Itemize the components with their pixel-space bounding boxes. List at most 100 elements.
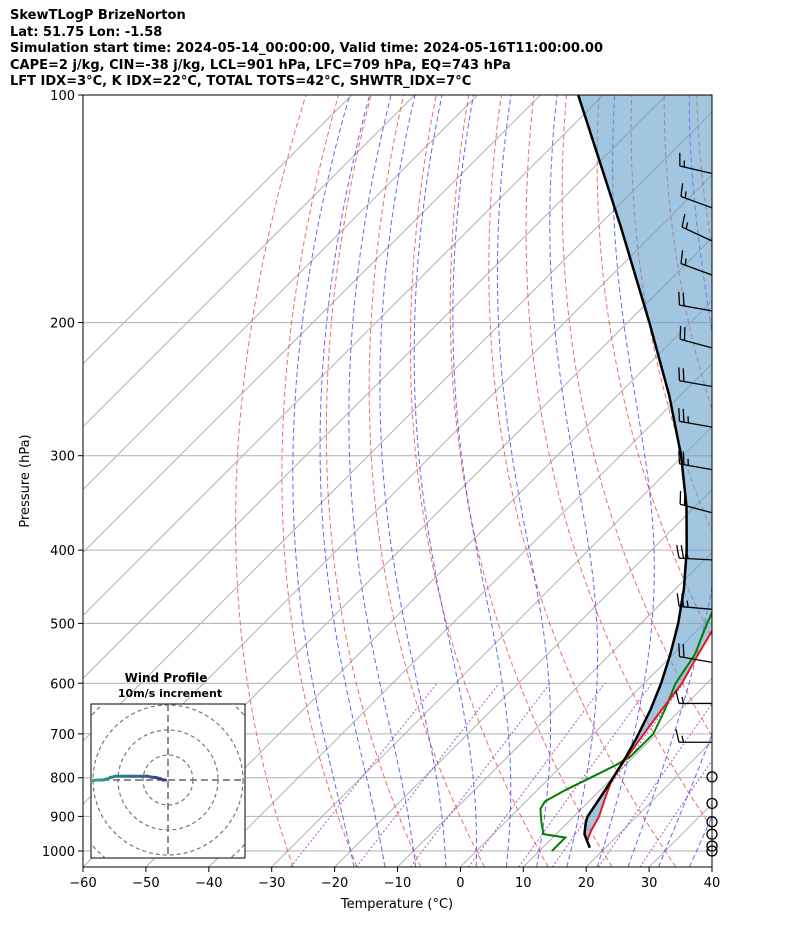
wind-barb (678, 367, 713, 388)
x-axis-label: Temperature (°C) (340, 897, 453, 912)
moist-adiabat (596, 95, 655, 867)
wind-barb (675, 729, 712, 743)
moist-adiabat (658, 733, 712, 867)
mixing-ratio-line (290, 682, 438, 867)
hodograph-subtitle: 10m/s increment (118, 687, 222, 700)
y-tick-label: 600 (50, 677, 75, 692)
y-tick-label: 300 (50, 450, 75, 465)
wind-barb (706, 816, 718, 828)
x-tick-label: −40 (195, 876, 222, 891)
x-tick-label: −30 (258, 876, 285, 891)
moist-adiabat (413, 95, 477, 867)
title-station: SkewTLogP BrizeNorton (10, 8, 186, 23)
isotherm-line (334, 488, 712, 867)
isotherm-line (83, 95, 604, 617)
wind-barb (680, 183, 713, 209)
dry-adiabat (235, 95, 307, 867)
dry-adiabat (488, 95, 677, 867)
x-tick-label: 20 (578, 876, 595, 891)
isotherm-line (83, 95, 478, 491)
dry-adiabat (762, 95, 794, 867)
y-tick-label: 500 (50, 617, 75, 632)
title-times: Simulation start time: 2024-05-14_00:00:… (10, 41, 603, 56)
hodograph-trace (76, 775, 81, 778)
wind-barb (678, 450, 713, 471)
hodograph-trace (48, 763, 51, 766)
isotherm-line (83, 95, 667, 680)
mixing-ratio-line (639, 759, 712, 867)
isotherm-line (271, 425, 712, 867)
x-tick-label: 10 (515, 876, 532, 891)
mixing-ratio-line (468, 683, 606, 867)
x-tick-label: −20 (321, 876, 348, 891)
wind-barb (679, 490, 713, 514)
x-tick-label: 40 (704, 876, 721, 891)
wind-barb (706, 845, 718, 857)
dry-adiabat (449, 95, 613, 867)
y-tick-label: 200 (50, 317, 75, 332)
isotherm-line (83, 95, 416, 428)
mixing-ratio-line (597, 702, 712, 867)
wind-barb (679, 152, 713, 175)
moist-adiabat (348, 95, 416, 867)
wind-barb (681, 213, 713, 242)
dry-adiabat (410, 95, 549, 867)
wind-barb (678, 643, 713, 664)
isotherm-line (397, 551, 712, 867)
isotherm-line (522, 677, 712, 867)
isotherm-line (711, 866, 712, 867)
wind-barb (706, 840, 718, 852)
x-tick-label: 0 (456, 876, 464, 891)
moist-adiabat (452, 95, 512, 867)
moist-adiabat (627, 95, 712, 867)
y-tick-label: 900 (50, 810, 75, 825)
wind-barb (676, 593, 713, 610)
dry-adiabat (281, 95, 358, 867)
hodograph-trace (51, 765, 54, 768)
mixing-ratio-line (409, 682, 551, 867)
isotherm-line (83, 111, 712, 742)
wind-barb (675, 690, 712, 705)
x-tick-label: −10 (384, 876, 411, 891)
wind-barb (680, 250, 713, 276)
dry-adiabat (729, 95, 794, 867)
moist-adiabat (720, 95, 794, 867)
parcel-line (577, 95, 688, 849)
y-tick-label: 100 (50, 89, 75, 104)
mixing-ratio-line (355, 682, 500, 867)
x-tick-label: −60 (69, 876, 96, 891)
title-indices-1: CAPE=2 j/kg, CIN=-38 j/kg, LCL=901 hPa, … (10, 57, 511, 73)
dry-adiabat (596, 95, 712, 640)
wind-barb (678, 291, 713, 312)
title-location: Lat: 51.75 Lon: -1.58 (10, 24, 163, 40)
y-tick-label: 700 (50, 728, 75, 743)
isotherm-line (460, 614, 712, 867)
moist-adiabat (496, 95, 551, 867)
isotherm-line (83, 95, 353, 365)
moist-adiabat (319, 95, 386, 867)
x-tick-label: −50 (132, 876, 159, 891)
y-tick-label: 400 (50, 544, 75, 559)
isotherm-line (145, 300, 712, 867)
moist-adiabat (549, 95, 599, 867)
dewpoint-line (539, 610, 712, 852)
wind-barb (676, 544, 713, 561)
wind-barb (706, 797, 718, 810)
dry-adiabat (325, 95, 422, 867)
moist-adiabat (379, 95, 447, 867)
y-tick-label: 1000 (42, 845, 75, 860)
wind-barb (706, 771, 718, 783)
wind-barb (706, 828, 718, 840)
title-indices-2: LFT IDX=3°C, K IDX=22°C, TOTAL TOTS=42°C… (10, 74, 472, 89)
cape-cin-shading (578, 95, 712, 848)
y-axis-label: Pressure (hPa) (18, 434, 33, 527)
moist-adiabat (292, 95, 355, 867)
isotherm-line (83, 95, 541, 554)
hodograph-trace (43, 760, 48, 763)
wind-barb (678, 408, 713, 428)
y-tick-label: 800 (50, 772, 75, 787)
wind-barb (679, 325, 713, 349)
isotherm-line (208, 363, 712, 867)
x-tick-label: 30 (641, 876, 658, 891)
